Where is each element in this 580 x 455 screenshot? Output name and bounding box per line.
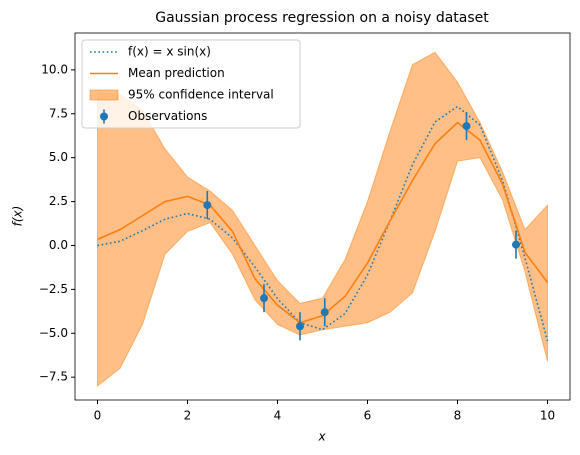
x-tick-label: 0 xyxy=(94,409,102,423)
legend-swatch xyxy=(89,89,119,101)
legend-marker xyxy=(100,112,108,121)
legend-label: 95% confidence interval xyxy=(128,88,274,102)
legend-label: f(x) = x sin(x) xyxy=(128,45,211,59)
series-line xyxy=(97,121,549,324)
observation-point xyxy=(203,201,212,210)
x-tick-label: 2 xyxy=(184,409,192,423)
legend-label: Observations xyxy=(128,109,207,123)
y-tick-label: −7.5 xyxy=(39,370,68,384)
series-line xyxy=(97,105,549,342)
confidence-band xyxy=(97,51,548,387)
x-tick-label: 6 xyxy=(364,409,372,423)
observation-point xyxy=(512,240,520,249)
legend-label: Mean prediction xyxy=(128,66,225,80)
x-tick-label: 8 xyxy=(454,409,462,423)
observation-point xyxy=(462,122,471,131)
observation-point xyxy=(296,322,304,331)
plot-frame xyxy=(74,32,571,401)
legend-box xyxy=(81,39,301,129)
y-tick-label: 7.5 xyxy=(49,106,68,120)
x-axis-label: x xyxy=(317,430,326,444)
x-tick-label: 10 xyxy=(540,409,555,423)
y-tick-label: 0.0 xyxy=(49,238,68,252)
observation-point xyxy=(320,308,329,317)
y-tick-label: 10.0 xyxy=(41,62,68,76)
y-tick-label: −5.0 xyxy=(39,326,68,340)
x-tick-label: 4 xyxy=(274,409,282,423)
y-axis-label: f(x) xyxy=(11,206,25,227)
chart-title: Gaussian process regression on a noisy d… xyxy=(155,10,489,26)
y-tick-label: 2.5 xyxy=(49,194,68,208)
y-tick-label: 5.0 xyxy=(49,150,68,164)
y-tick-label: −2.5 xyxy=(39,282,68,296)
observation-point xyxy=(260,294,268,303)
